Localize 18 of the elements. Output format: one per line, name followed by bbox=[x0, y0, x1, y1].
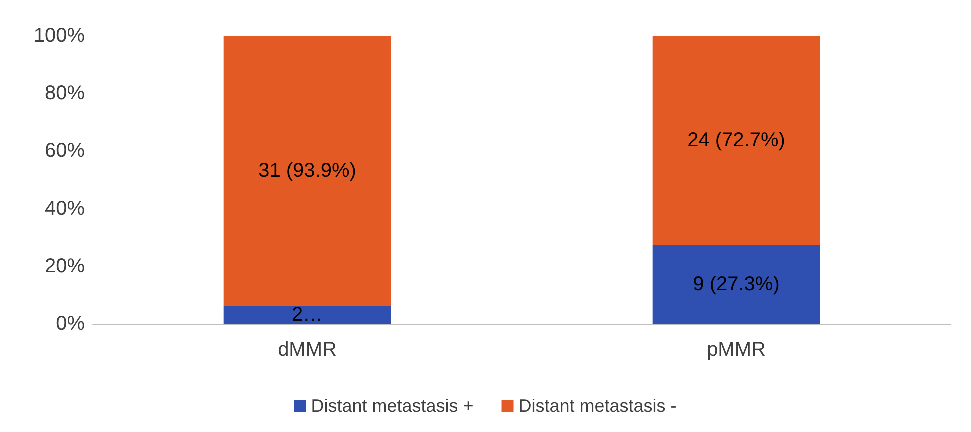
y-tick-label: 100% bbox=[34, 25, 86, 47]
x-tick-label: pMMR bbox=[707, 339, 766, 361]
legend-label: Distant metastasis + bbox=[311, 396, 474, 416]
bar bbox=[224, 306, 392, 324]
bar bbox=[652, 245, 820, 324]
y-tick-label: 0% bbox=[56, 313, 86, 335]
y-tick-label: 60% bbox=[44, 140, 86, 162]
legend-label: Distant metastasis - bbox=[518, 396, 677, 416]
bar bbox=[652, 36, 820, 246]
x-tick-label: dMMR bbox=[278, 339, 337, 361]
y-tick-label: 40% bbox=[44, 198, 86, 220]
bar bbox=[224, 36, 392, 306]
data-label: 31 (93.9%) bbox=[258, 160, 356, 182]
y-tick-label: 80% bbox=[44, 82, 86, 105]
data-label: 2… bbox=[292, 304, 324, 326]
y-tick-label: 20% bbox=[44, 255, 86, 278]
data-label: 24 (72.7%) bbox=[688, 130, 786, 152]
data-label: 9 (27.3%) bbox=[693, 274, 780, 296]
